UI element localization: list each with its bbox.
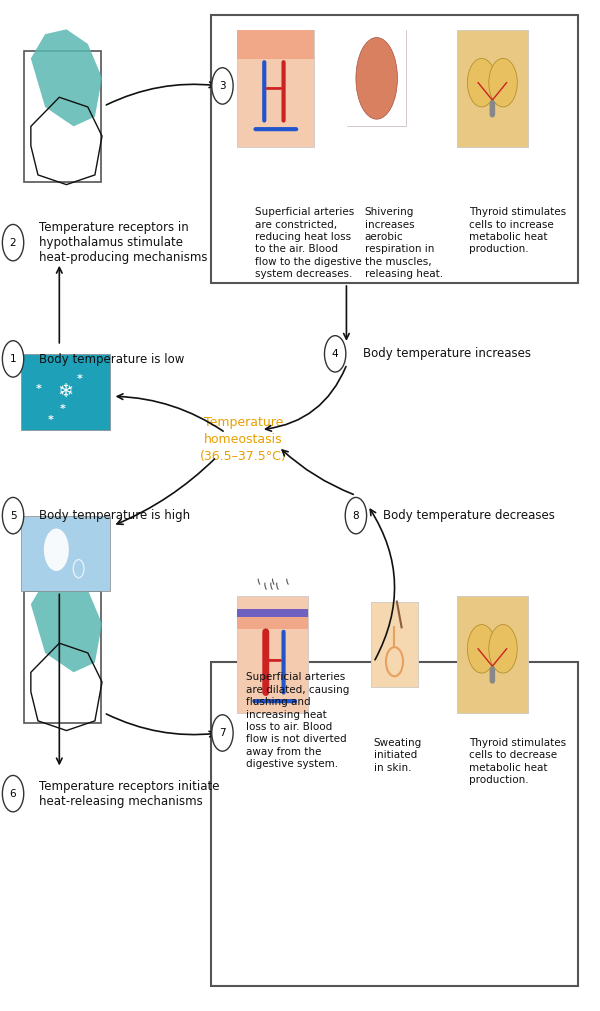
Bar <box>237 618 308 629</box>
Bar <box>237 610 308 618</box>
Bar <box>21 354 110 430</box>
Circle shape <box>2 775 24 812</box>
Circle shape <box>467 59 496 107</box>
Bar <box>237 30 314 147</box>
Bar <box>457 30 528 147</box>
Bar <box>21 516 110 591</box>
Circle shape <box>386 647 403 676</box>
Bar <box>371 602 418 687</box>
Circle shape <box>325 336 346 372</box>
Text: 7: 7 <box>219 728 226 738</box>
Text: 5: 5 <box>10 511 16 521</box>
Circle shape <box>467 625 496 673</box>
Circle shape <box>44 529 69 571</box>
Bar <box>237 30 314 147</box>
FancyBboxPatch shape <box>211 15 578 283</box>
Bar <box>237 596 308 713</box>
Circle shape <box>2 224 24 261</box>
Text: Thyroid stimulates
cells to increase
metabolic heat
production.: Thyroid stimulates cells to increase met… <box>469 207 566 255</box>
Bar <box>237 30 314 60</box>
Text: *: * <box>47 415 53 425</box>
Polygon shape <box>31 575 102 672</box>
Text: Body temperature increases: Body temperature increases <box>363 348 531 360</box>
FancyBboxPatch shape <box>24 51 101 182</box>
Circle shape <box>212 68 233 104</box>
Bar <box>347 30 406 126</box>
Circle shape <box>489 625 517 673</box>
FancyBboxPatch shape <box>24 591 101 723</box>
Text: 3: 3 <box>219 81 226 91</box>
Text: 8: 8 <box>353 511 359 521</box>
Text: Body temperature is low: Body temperature is low <box>38 354 184 366</box>
Text: *: * <box>77 374 83 384</box>
Text: *: * <box>59 404 65 415</box>
FancyBboxPatch shape <box>211 662 578 986</box>
Text: Superficial arteries
are constricted,
reducing heat loss
to the air. Blood
flow : Superficial arteries are constricted, re… <box>255 207 362 279</box>
Text: Shivering
increases
aerobic
respiration in
the muscles,
releasing heat.: Shivering increases aerobic respiration … <box>365 207 443 279</box>
Bar <box>457 596 528 713</box>
Text: Body temperature decreases: Body temperature decreases <box>383 510 554 522</box>
Text: 6: 6 <box>10 789 16 799</box>
Circle shape <box>489 59 517 107</box>
Bar <box>237 596 308 713</box>
Bar <box>371 602 418 687</box>
Text: Superficial arteries
are dilated, causing
flushing and
increasing heat
loss to a: Superficial arteries are dilated, causin… <box>246 672 350 769</box>
Polygon shape <box>31 29 102 126</box>
Bar <box>457 596 528 713</box>
Bar <box>347 30 406 126</box>
Text: Temperature receptors initiate
heat-releasing mechanisms: Temperature receptors initiate heat-rele… <box>38 779 219 808</box>
Circle shape <box>2 341 24 377</box>
Text: ❄: ❄ <box>57 382 73 401</box>
Circle shape <box>2 497 24 534</box>
Bar <box>457 30 528 147</box>
Text: Sweating
initiated
in skin.: Sweating initiated in skin. <box>374 738 422 772</box>
Text: 2: 2 <box>10 238 16 248</box>
Text: 4: 4 <box>332 349 338 359</box>
Circle shape <box>345 497 367 534</box>
Text: Temperature
homeostasis
(36.5–37.5°C): Temperature homeostasis (36.5–37.5°C) <box>200 417 287 463</box>
Text: 1: 1 <box>10 354 16 364</box>
Text: Thyroid stimulates
cells to decrease
metabolic heat
production.: Thyroid stimulates cells to decrease met… <box>469 738 566 786</box>
Text: *: * <box>35 384 41 394</box>
Ellipse shape <box>356 37 397 119</box>
Text: Temperature receptors in
hypothalamus stimulate
heat-producing mechanisms: Temperature receptors in hypothalamus st… <box>38 221 207 264</box>
Text: Body temperature is high: Body temperature is high <box>38 510 190 522</box>
Circle shape <box>212 715 233 751</box>
